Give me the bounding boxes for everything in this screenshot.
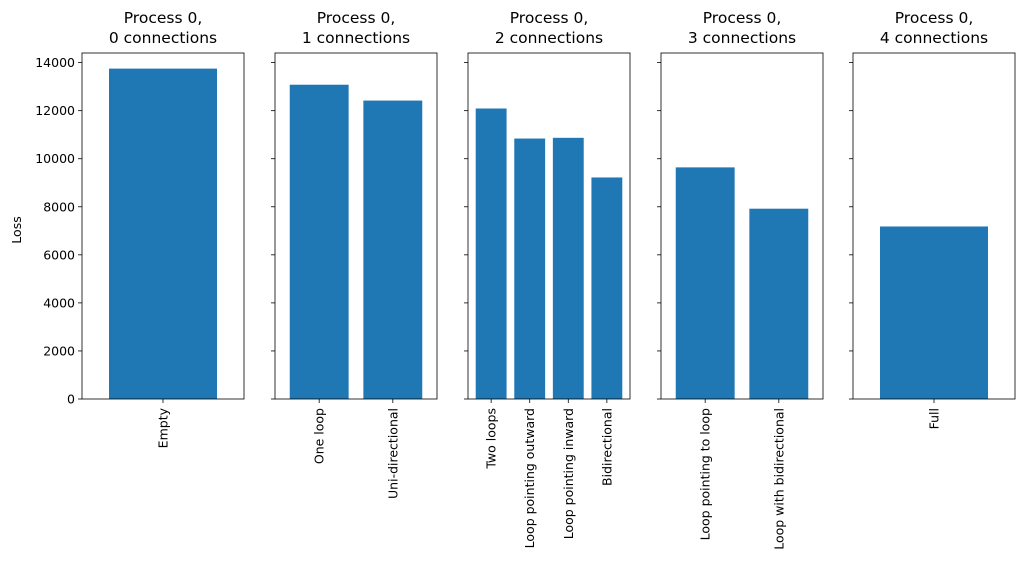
subplot-3: Process 0, 3 connections Loop pointing to … [657, 9, 824, 550]
y-tick-label: 4000 [43, 295, 75, 310]
x-tick-label: Full [927, 408, 942, 429]
subplot-title-line: Process 0, [510, 9, 589, 27]
bar [109, 68, 217, 400]
bar [591, 177, 623, 399]
x-tick-label: Empty [156, 407, 171, 448]
y-tick-label: 12000 [35, 103, 75, 118]
bar [363, 100, 423, 399]
subplot-title-line: 3 connections [688, 29, 796, 47]
subplot-2: Process 0, 2 connections Two loops Loop poi… [464, 9, 631, 548]
bar [749, 208, 809, 399]
x-tick-label: Bidirectional [599, 408, 614, 486]
x-tick-label: One loop [312, 408, 327, 464]
y-tick-label: 10000 [35, 151, 75, 166]
axes-frame [81, 52, 245, 400]
subplot-title-line: 1 connections [302, 29, 410, 47]
y-tick-label: 6000 [43, 247, 75, 262]
x-tick-label: Loop pointing to loop [698, 408, 713, 540]
y-axis-label: Loss [9, 216, 24, 243]
bar [475, 108, 507, 400]
subplot-group: Process 0, 0 connections Empty 0 2000 4000 600… [35, 9, 1016, 550]
y-tick-label: 8000 [43, 199, 75, 214]
subplot-0: Process 0, 0 connections Empty 0 2000 4000 600… [35, 9, 245, 448]
axes-frame [660, 52, 824, 400]
subplot-title-line: 2 connections [495, 29, 603, 47]
x-tick-label: Loop pointing inward [561, 408, 576, 539]
subplot-4: Process 0, 4 connections Full [849, 9, 1016, 429]
x-tick-label: Loop pointing outward [522, 408, 537, 548]
subplot-title-line: Process 0, [124, 9, 203, 27]
x-tick-label: Loop with bidirectional [771, 408, 786, 550]
bar [552, 137, 584, 399]
subplot-title-line: Process 0, [703, 9, 782, 27]
subplot-title-line: 4 connections [880, 29, 988, 47]
bar [289, 84, 349, 399]
y-tick-label: 0 [67, 392, 75, 407]
axes-frame [274, 52, 438, 400]
subplot-title-line: Process 0, [895, 9, 974, 27]
y-tick-label: 2000 [43, 343, 75, 358]
y-tick-label: 14000 [35, 55, 75, 70]
bar [675, 167, 735, 399]
axes-frame [467, 52, 631, 400]
subplot-title-line: 0 connections [109, 29, 217, 47]
x-tick-label: Two loops [484, 408, 499, 470]
bar [514, 138, 546, 400]
subplot-1: Process 0, 1 connections One loop Uni-direc… [271, 9, 438, 499]
subplot-title-line: Process 0, [317, 9, 396, 27]
x-tick-label: Uni-directional [385, 408, 400, 499]
axes-frame [852, 52, 1016, 400]
bar [880, 226, 988, 399]
